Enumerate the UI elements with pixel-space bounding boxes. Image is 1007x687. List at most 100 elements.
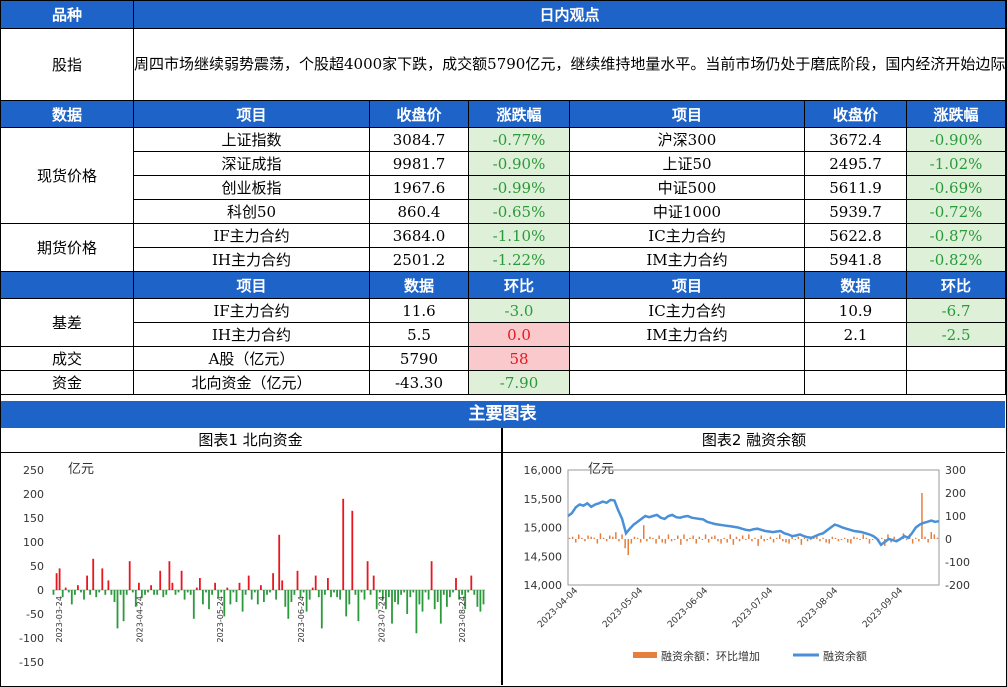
bar <box>482 590 485 605</box>
y-tick-label-left: 15,500 <box>524 493 563 506</box>
bar <box>853 536 855 539</box>
view-label: 股指 <box>0 28 134 101</box>
bar <box>150 585 152 590</box>
basis-change: 0.0 <box>468 322 570 347</box>
bar <box>141 590 143 598</box>
bar <box>183 590 186 600</box>
bar <box>284 590 287 607</box>
bar <box>189 590 192 595</box>
bar <box>281 580 284 590</box>
bar <box>205 590 207 593</box>
x-tick-label: 2023-04-24 <box>136 596 145 643</box>
bar <box>427 590 430 600</box>
bar <box>843 537 846 539</box>
bar <box>412 590 415 593</box>
bar <box>911 539 914 544</box>
bar <box>714 535 716 539</box>
bar <box>86 575 88 590</box>
item-name: IF主力合约 <box>133 223 370 248</box>
bar <box>391 590 393 624</box>
bar <box>89 590 91 595</box>
bar <box>439 590 442 624</box>
bar <box>859 539 861 541</box>
bar <box>305 590 308 612</box>
bar <box>856 537 858 539</box>
bar <box>442 590 445 595</box>
bar <box>275 590 277 600</box>
bar <box>308 590 311 600</box>
bar <box>825 539 827 543</box>
bar <box>772 539 775 543</box>
y-tick-label: 100 <box>23 536 44 549</box>
bar <box>360 590 363 593</box>
bar <box>122 590 125 622</box>
bar <box>418 590 421 605</box>
col-value: 数据 <box>369 271 469 299</box>
bar <box>333 590 335 593</box>
x-tick-label: 2023-06-24 <box>297 596 306 643</box>
bar <box>199 578 201 590</box>
bar <box>692 535 694 539</box>
bar <box>287 590 290 619</box>
col-item-2: 项目 <box>569 100 805 128</box>
col-close-2: 收盘价 <box>804 100 907 128</box>
bar <box>229 590 232 605</box>
bar <box>369 590 372 595</box>
bar <box>871 539 874 541</box>
bar <box>704 534 707 539</box>
bar <box>785 539 787 543</box>
northbound-chart: 亿元 250 200 150 100 50 0 -50 -100 -150 2023-03-24 20… <box>19 462 485 669</box>
bar <box>881 537 883 539</box>
change-pct: -0.72% <box>905 199 1007 224</box>
bar <box>320 590 323 629</box>
bar <box>324 590 326 595</box>
bar <box>202 590 204 605</box>
change-pct: -0.90% <box>468 151 570 176</box>
bar <box>378 590 381 593</box>
bar <box>800 539 803 545</box>
bar <box>593 537 595 539</box>
y-tick-label-right: 0 <box>945 533 952 546</box>
bar <box>652 537 654 539</box>
bar <box>98 590 101 593</box>
bar <box>464 590 467 610</box>
bar <box>263 590 265 602</box>
y-tick-label-left: 14,000 <box>524 579 563 592</box>
bar <box>74 590 76 595</box>
bar <box>317 590 320 598</box>
y-tick-label-left: 16,000 <box>524 464 563 477</box>
bar <box>720 539 722 544</box>
bar <box>741 535 744 539</box>
bar <box>775 537 778 539</box>
bar <box>840 539 843 541</box>
x-tick-label: 2023-05-24 <box>216 596 225 643</box>
basis-change: -3.0 <box>468 298 570 323</box>
bar <box>609 535 611 539</box>
col-mom: 环比 <box>468 271 570 299</box>
table-row: 现货价格 上证指数 3084.7 -0.77% 沪深300 3672.4 -0.… <box>0 127 1007 224</box>
change-pct: -0.87% <box>905 223 1007 248</box>
bar <box>385 590 387 610</box>
basis-value: 2.1 <box>804 322 907 347</box>
bar <box>930 532 932 539</box>
bar <box>831 536 834 539</box>
turnover-change: 58 <box>468 346 570 371</box>
bar <box>244 590 247 595</box>
close-price: 860.4 <box>369 199 469 224</box>
bar <box>822 537 824 539</box>
empty-cell <box>804 370 907 395</box>
bar <box>235 590 238 602</box>
chart-divider <box>501 428 503 685</box>
bar <box>828 539 830 544</box>
basis-header-blank <box>0 271 134 299</box>
bar <box>101 568 104 590</box>
bar <box>729 534 731 539</box>
bar <box>797 536 800 539</box>
bar <box>868 539 871 544</box>
bar <box>816 535 818 539</box>
close-price: 2501.2 <box>369 247 469 272</box>
bar <box>461 590 463 595</box>
bar <box>180 570 183 590</box>
col-item: 项目 <box>133 100 370 128</box>
col-value-2: 数据 <box>804 271 907 299</box>
